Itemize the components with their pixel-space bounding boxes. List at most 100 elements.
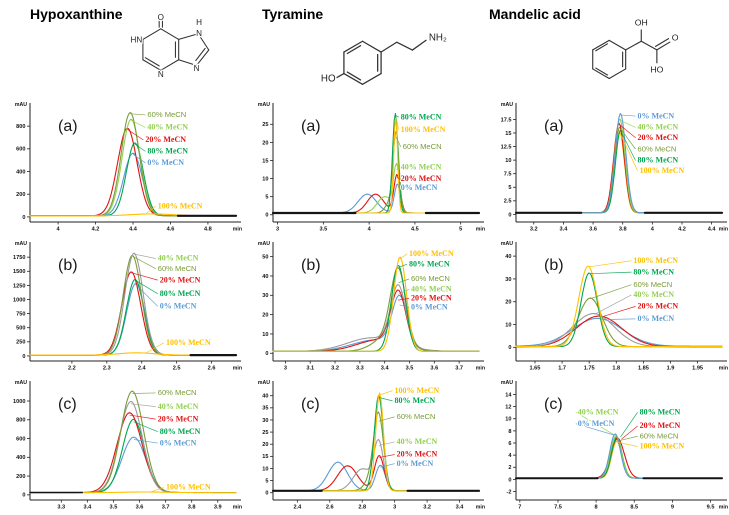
svg-text:20: 20 <box>262 140 268 146</box>
svg-text:NH₂: NH₂ <box>429 32 447 43</box>
svg-text:0% MeCN: 0% MeCN <box>401 183 438 192</box>
svg-text:17.5: 17.5 <box>501 117 512 123</box>
svg-text:40% MeCN: 40% MeCN <box>147 123 188 132</box>
svg-text:12: 12 <box>505 405 511 411</box>
svg-text:5: 5 <box>265 195 268 201</box>
svg-text:20% MeCN: 20% MeCN <box>397 450 438 459</box>
chromatogram-mandelic-a: (a) 0 2.5 5 7.5 10 12.5 15 17.5 3.2 3.4 3.6 3.8 4 4.2… <box>486 98 729 237</box>
svg-text:800: 800 <box>16 124 25 130</box>
svg-text:60% MeCN: 60% MeCN <box>147 110 186 119</box>
svg-text:80% MeCN: 80% MeCN <box>401 112 442 121</box>
chromatogram-plot: 0 10 20 30 40 50 3 3.1 3.2 3.3 3.4 3.5 3.6 3.7 mAU min 1… <box>258 241 485 372</box>
svg-text:mAU: mAU <box>501 380 513 386</box>
svg-text:min: min <box>233 366 242 372</box>
svg-text:0% MeCN: 0% MeCN <box>578 419 615 428</box>
compound-mandelic-acid: Mandelic acid OH O HO <box>486 0 729 98</box>
mandelic-acid-structure-drawing: OH O HO <box>592 16 680 80</box>
svg-text:4.2: 4.2 <box>92 227 100 233</box>
svg-text:4.5: 4.5 <box>411 227 419 233</box>
chromatogram-tyramine-a: (a) 0 5 10 15 20 25 3 3.5 4 4.5 5 mAU min 80% MeCN 100… <box>243 98 486 237</box>
svg-text:100% MeCN: 100% MeCN <box>158 201 203 210</box>
svg-text:0: 0 <box>508 477 511 483</box>
svg-text:2.8: 2.8 <box>358 505 366 511</box>
svg-text:4.8: 4.8 <box>204 227 212 233</box>
svg-text:60% MeCN: 60% MeCN <box>403 142 442 151</box>
svg-text:1.65: 1.65 <box>530 366 541 372</box>
svg-text:100% MeCN: 100% MeCN <box>395 386 440 395</box>
svg-text:500: 500 <box>16 326 25 332</box>
svg-text:20% MeCN: 20% MeCN <box>401 174 442 183</box>
svg-text:3.5: 3.5 <box>110 505 118 511</box>
svg-text:1.8: 1.8 <box>612 366 620 372</box>
svg-text:2.4: 2.4 <box>293 505 302 511</box>
svg-text:3.4: 3.4 <box>83 505 92 511</box>
svg-text:25: 25 <box>262 430 268 436</box>
svg-text:20: 20 <box>262 442 268 448</box>
svg-text:40: 40 <box>262 274 268 280</box>
chromatogram-mandelic-b: (b) 0 10 20 30 40 1.65 1.7 1.75 1.8 1.85 1.9 1.95 mA… <box>486 237 729 376</box>
svg-text:3.5: 3.5 <box>406 366 414 372</box>
svg-text:60% MeCN: 60% MeCN <box>158 264 197 273</box>
svg-text:40% MeCN: 40% MeCN <box>633 290 674 299</box>
svg-text:min: min <box>233 505 242 511</box>
svg-text:3.7: 3.7 <box>455 366 463 372</box>
svg-text:H: H <box>196 18 202 27</box>
svg-text:min: min <box>233 227 242 233</box>
svg-text:HN: HN <box>131 36 143 45</box>
svg-text:60% MeCN: 60% MeCN <box>633 280 672 289</box>
svg-text:0: 0 <box>508 212 511 218</box>
svg-text:15: 15 <box>262 158 268 164</box>
svg-text:mAU: mAU <box>258 241 270 247</box>
svg-text:15: 15 <box>262 454 268 460</box>
svg-text:20% MeCN: 20% MeCN <box>160 275 201 284</box>
svg-text:10: 10 <box>505 322 511 328</box>
svg-text:HO: HO <box>321 73 336 84</box>
svg-text:20% MeCN: 20% MeCN <box>145 135 186 144</box>
svg-text:4: 4 <box>651 227 655 233</box>
svg-text:20% MeCN: 20% MeCN <box>640 421 681 430</box>
svg-text:3.7: 3.7 <box>162 505 170 511</box>
svg-text:3.6: 3.6 <box>589 227 597 233</box>
chromatogram-tyramine-c: (c) 0 5 10 15 20 25 30 35 40 2.4 2.6 2.8 3 3.2 3.4 mAU m… <box>243 376 486 515</box>
svg-text:1000: 1000 <box>13 297 25 303</box>
svg-text:mAU: mAU <box>501 102 513 108</box>
svg-text:40% MeCN: 40% MeCN <box>411 284 452 293</box>
svg-text:0: 0 <box>265 213 268 219</box>
svg-text:100% MeCN: 100% MeCN <box>640 442 685 451</box>
svg-text:1000: 1000 <box>13 399 25 405</box>
svg-text:40% MeCN: 40% MeCN <box>397 437 438 446</box>
svg-text:200: 200 <box>16 192 25 198</box>
svg-text:50: 50 <box>262 255 268 261</box>
svg-text:40% MeCN: 40% MeCN <box>578 408 619 417</box>
svg-text:3.6: 3.6 <box>430 366 438 372</box>
svg-text:1750: 1750 <box>13 255 25 261</box>
chromatogram-hypoxanthine-b: (b) 0 250 500 750 1000 1250 1500 1750 2.2 2.3 2.4 2… <box>0 237 243 376</box>
panel-label: (a) <box>58 118 78 135</box>
svg-text:min: min <box>719 505 728 511</box>
svg-text:0: 0 <box>22 215 25 221</box>
svg-text:1.85: 1.85 <box>638 366 649 372</box>
svg-text:0: 0 <box>22 493 25 499</box>
tyramine-structure-drawing: HO NH₂ <box>319 31 448 86</box>
svg-text:3.4: 3.4 <box>381 366 390 372</box>
svg-text:8: 8 <box>508 429 511 435</box>
compound-header-row: Hypoxanthine O HN N H N N Tyramine HO NH₂ Mand… <box>0 0 729 98</box>
svg-text:25: 25 <box>262 122 268 128</box>
svg-text:mAU: mAU <box>501 241 513 247</box>
svg-text:80% MeCN: 80% MeCN <box>147 147 188 156</box>
svg-text:3.1: 3.1 <box>306 366 314 372</box>
svg-text:3.3: 3.3 <box>356 366 364 372</box>
svg-text:40% MeCN: 40% MeCN <box>638 123 679 132</box>
svg-text:800: 800 <box>16 418 25 424</box>
svg-text:0% MeCN: 0% MeCN <box>147 158 184 167</box>
panel-label: (c) <box>544 396 563 413</box>
svg-text:80% MeCN: 80% MeCN <box>395 396 436 405</box>
svg-text:1.7: 1.7 <box>558 366 566 372</box>
chromatogram-plot: 0 5 10 15 20 25 3 3.5 4 4.5 5 mAU min 80% MeCN 100% Me… <box>258 102 485 233</box>
svg-text:80% MeCN: 80% MeCN <box>160 427 201 436</box>
svg-text:60% MeCN: 60% MeCN <box>640 431 679 440</box>
svg-text:mAU: mAU <box>258 380 270 386</box>
chromatogram-grid: (a) 0 200 400 600 800 4 4.2 4.4 4.6 4.8 mAU min 60% … <box>0 98 729 515</box>
svg-text:9: 9 <box>671 505 674 511</box>
svg-text:N: N <box>194 64 200 73</box>
